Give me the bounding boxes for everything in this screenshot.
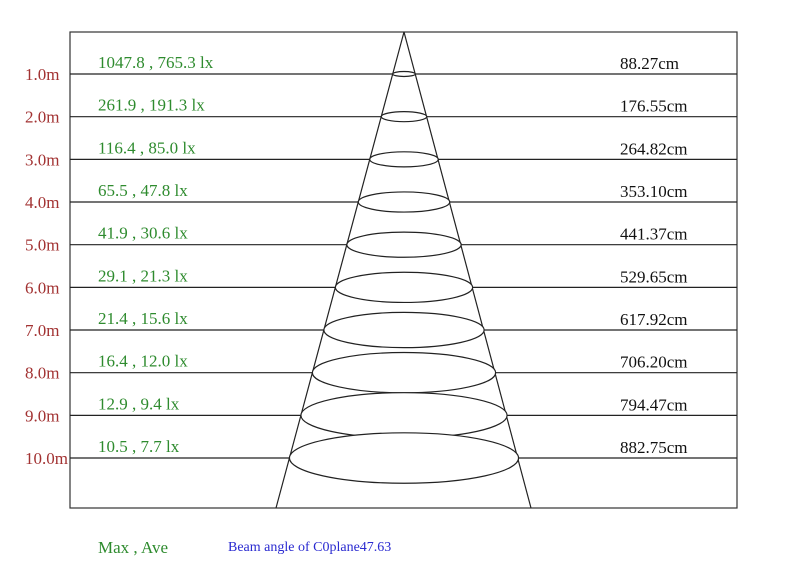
diameter-label: 441.37cm [620,225,688,244]
legend: Max , Ave [98,538,168,557]
cone-edge [275,31,405,509]
lux-label: 12.9 , 9.4 lx [98,394,180,413]
diameter-label: 794.47cm [620,395,688,414]
diameter-label: 529.65cm [620,267,688,286]
distance-label: 6.0m [25,278,59,297]
distance-label: 4.0m [25,193,59,212]
distance-label: 1.0m [25,65,59,84]
diameter-label: 882.75cm [620,438,688,457]
diameter-label: 617.92cm [620,310,688,329]
distance-label: 9.0m [25,406,59,425]
lux-label: 16.4 , 12.0 lx [98,352,188,371]
beam-ellipse [300,392,508,439]
beam-ellipse [357,191,451,213]
diameter-label: 706.20cm [620,353,688,372]
distance-label: 8.0m [25,364,59,383]
distance-label: 3.0m [25,150,59,169]
beam-ellipse [346,231,462,258]
diameter-label: 176.55cm [620,97,688,116]
diameter-label: 88.27cm [620,54,679,73]
diameter-label: 264.82cm [620,139,688,158]
lux-label: 65.5 , 47.8 lx [98,181,188,200]
lux-label: 1047.8 , 765.3 lx [98,53,214,72]
lux-label: 116.4 , 85.0 lx [98,138,196,157]
beam-ellipse [380,111,428,123]
diameter-label: 353.10cm [620,182,688,201]
lux-label: 10.5 , 7.7 lx [98,437,180,456]
beam-ellipse [334,271,474,304]
distance-label: 5.0m [25,236,59,255]
beam-angle: Beam angle of C0plane47.63 [228,540,391,555]
lux-label: 261.9 , 191.3 lx [98,96,205,115]
beam-ellipse [369,151,439,168]
distance-label: 10.0m [25,449,68,468]
distance-label: 7.0m [25,321,59,340]
lux-label: 29.1 , 21.3 lx [98,266,188,285]
beam-ellipse [392,70,416,78]
beam-ellipse [288,432,520,484]
beam-ellipse [311,351,497,394]
beam-ellipse [323,311,485,349]
distance-label: 2.0m [25,108,59,127]
cone-edge [403,31,532,509]
lux-label: 41.9 , 30.6 lx [98,224,188,243]
lux-label: 21.4 , 15.6 lx [98,309,188,328]
